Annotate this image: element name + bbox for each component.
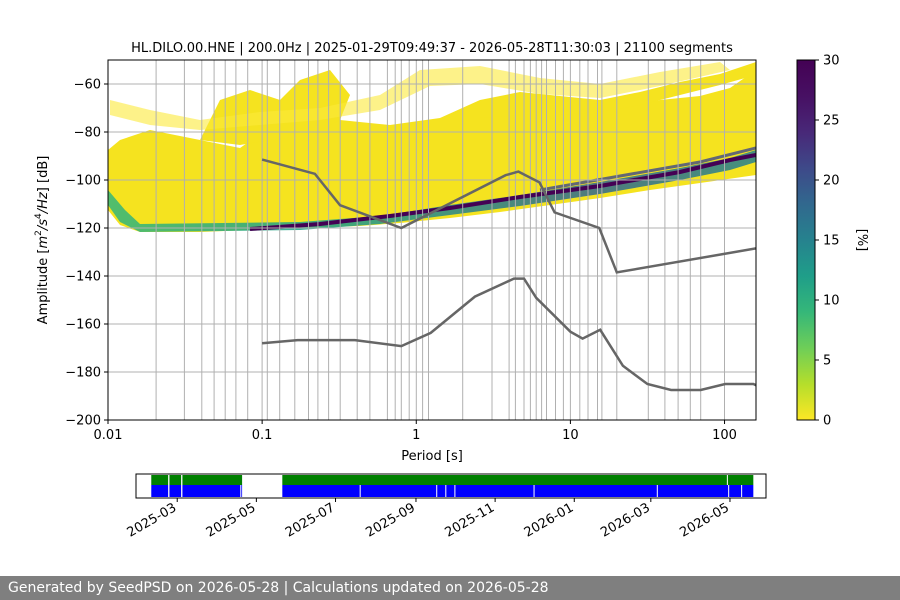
x-axis: 0.01 0.1 1 10 100 xyxy=(94,420,737,443)
y-tick-label-7: −200 xyxy=(65,414,101,429)
colorbar-gradient xyxy=(796,59,816,421)
chart-title: HL.DILO.00.HNE | 200.0Hz | 2025-01-29T09… xyxy=(131,41,733,56)
grid-lines xyxy=(107,60,756,421)
y-axis-label-part-1: m xyxy=(36,236,51,249)
colorbar-label: [%] xyxy=(854,229,869,252)
timeline-tick-label-5: 2026-01 xyxy=(522,500,577,540)
timeline-tick-label-7: 2026-05 xyxy=(677,500,732,540)
y-axis-label-part-3: / xyxy=(36,224,51,231)
colorbar-tick-label-5: 25 xyxy=(823,114,840,129)
colorbar-ticks: 0 5 10 15 20 25 30 xyxy=(815,54,840,429)
timeline-segment-lower-0 xyxy=(151,485,169,497)
timeline-tick-label-2: 2025-07 xyxy=(283,500,338,540)
timeline-ticks: 2025-03 2025-05 2025-07 2025-09 2025-11 2026-… xyxy=(125,498,732,541)
timeline-segment-lower-3 xyxy=(282,485,754,497)
y-axis-label-part-2: 2 xyxy=(34,230,44,236)
psd-mode-line xyxy=(249,153,756,231)
y-axis-label: Amplitude [m2/s4/Hz] [dB] xyxy=(34,156,51,325)
y-axis-label-part-7: Hz xyxy=(36,191,51,209)
heatmap xyxy=(108,62,756,232)
colorbar-tick-label-0: 0 xyxy=(823,414,831,429)
x-tick-label-2: 1 xyxy=(412,428,420,443)
timeline-tick-label-3: 2025-09 xyxy=(363,500,418,540)
timeline-segment-upper-3 xyxy=(282,475,754,485)
psd-trend-band xyxy=(108,150,756,232)
timeline-segment-upper-1 xyxy=(169,475,182,485)
y-tick-label-4: −140 xyxy=(65,270,101,285)
timeline-segment-lower-1 xyxy=(169,485,182,497)
y-tick-label-2: −100 xyxy=(65,174,101,189)
timeline-tick-label-1: 2025-05 xyxy=(204,500,259,540)
psd-density-upper xyxy=(440,62,756,118)
data-availability-timeline: 2025-03 2025-05 2025-07 2025-09 2025-11 2026-… xyxy=(125,473,767,541)
psd-density-sparse xyxy=(110,62,730,130)
y-tick-label-3: −120 xyxy=(65,222,101,237)
y-axis-label-part-6: / xyxy=(36,207,51,214)
colorbar-tick-label-4: 20 xyxy=(823,174,840,189)
y-axis-label-part-5: 4 xyxy=(34,213,44,219)
timeline-segments xyxy=(151,475,754,497)
y-tick-label-5: −160 xyxy=(65,318,101,333)
y-axis-label-part-8: ] [dB] xyxy=(36,156,51,193)
colorbar-tick-label-6: 30 xyxy=(823,54,840,69)
plot-frame xyxy=(107,59,757,421)
footer-text: Generated by SeedPSD on 2026-05-28 | Cal… xyxy=(8,580,549,596)
y-axis-label-part-4: s xyxy=(36,219,51,226)
y-axis: −60 −80 −100 −120 −140 −160 −180 −200 xyxy=(65,78,108,429)
x-tick-label-4: 100 xyxy=(712,428,737,443)
timeline-segment-upper-2 xyxy=(182,475,243,485)
x-tick-label-3: 10 xyxy=(562,428,579,443)
timeline-segment-upper-0 xyxy=(151,475,169,485)
timeline-tick-label-6: 2026-03 xyxy=(598,500,653,540)
timeline-segment-lower-2 xyxy=(182,485,243,497)
y-tick-label-0: −60 xyxy=(74,78,101,93)
x-tick-label-1: 0.1 xyxy=(252,428,273,443)
footer-bar: Generated by SeedPSD on 2026-05-28 | Cal… xyxy=(0,576,900,600)
y-axis-label-part-0: Amplitude [ xyxy=(36,249,51,325)
colorbar-tick-label-1: 5 xyxy=(823,354,831,369)
colorbar-tick-label-3: 15 xyxy=(823,234,840,249)
timeline-tick-label-0: 2025-03 xyxy=(125,500,180,540)
y-tick-label-1: −80 xyxy=(74,126,101,141)
ppsd-figure: HL.DILO.00.HNE | 200.0Hz | 2025-01-29T09… xyxy=(34,41,869,541)
noise-models xyxy=(261,158,756,392)
x-axis-label: Period [s] xyxy=(401,449,463,464)
colorbar: 0 5 10 15 20 25 30 [%] xyxy=(796,54,869,429)
timeline-tick-label-4: 2025-11 xyxy=(443,500,498,540)
high-noise-model-line xyxy=(261,158,756,274)
colorbar-tick-label-2: 10 xyxy=(823,294,840,309)
x-tick-label-0: 0.01 xyxy=(94,428,123,443)
y-tick-label-6: −180 xyxy=(65,366,101,381)
low-noise-model-line xyxy=(261,277,756,392)
